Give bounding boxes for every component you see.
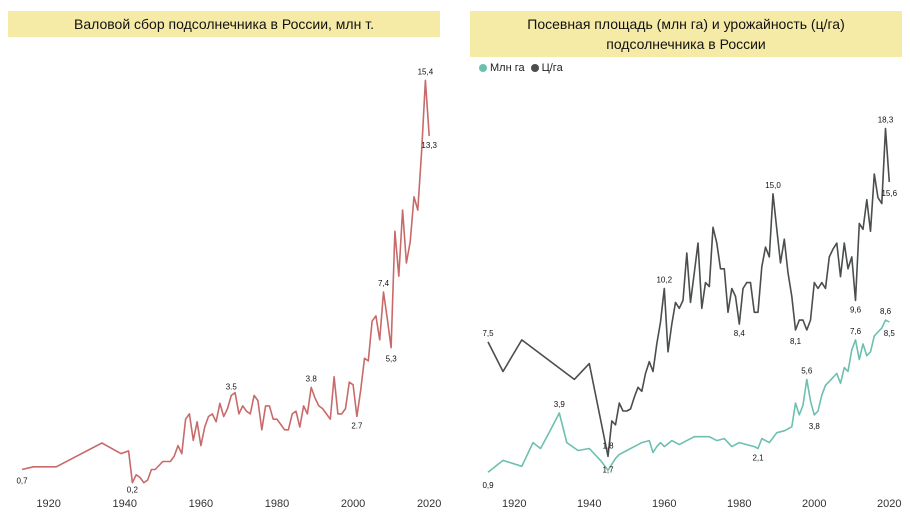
left-x-tick-1920: 1920	[36, 498, 60, 510]
right-series-line-1	[487, 127, 891, 458]
left-x-tick-1960: 1960	[189, 498, 213, 510]
left-x-tick-2020: 2020	[417, 498, 441, 510]
right-x-tick-1940: 1940	[577, 498, 601, 510]
left-chart-title-text: Валовой сбор подсолнечника в России, млн…	[74, 16, 374, 32]
right-data-label-11: 3,8	[809, 422, 821, 431]
left-data-label-2: 3.5	[226, 382, 238, 391]
right-series-line-0	[487, 319, 890, 473]
right-data-label-17: 8,5	[884, 329, 896, 338]
right-data-label-14: 18,3	[878, 116, 894, 125]
right-data-label-4: 0,9	[482, 481, 494, 490]
right-data-label-16: 8,6	[880, 307, 892, 316]
legend-label-yield: Ц/га	[541, 62, 563, 74]
left-series-line-0	[21, 79, 430, 484]
left-chart-title: Валовой сбор подсолнечника в России, млн…	[8, 11, 440, 37]
right-data-label-8: 8,1	[790, 337, 802, 346]
left-data-label-4: 2.7	[351, 422, 363, 431]
left-x-tick-2000: 2000	[341, 498, 365, 510]
right-x-tick-1960: 1960	[652, 498, 676, 510]
right-chart-legend: Млн га Ц/га	[479, 62, 563, 74]
right-data-label-1: 3,9	[554, 400, 566, 409]
right-chart-title-line-1: Посевная площадь (млн га) и урожайность …	[527, 16, 845, 32]
right-x-tick-2000: 2000	[802, 498, 826, 510]
left-data-label-6: 5,3	[386, 355, 398, 364]
right-data-label-13: 7,6	[850, 327, 862, 336]
right-x-tick-1920: 1920	[502, 498, 526, 510]
right-data-label-7: 15,0	[765, 181, 781, 190]
left-chart: 1920 1940 1960 1980 2000 2020 0,7 0,2 3.5 3.8 2.7 7…	[16, 67, 441, 510]
left-data-label-7: 15,4	[418, 67, 434, 76]
right-data-label-2: 1,8	[602, 441, 614, 450]
right-data-label-6: 8,4	[734, 329, 746, 338]
right-x-tick-2020: 2020	[877, 498, 901, 510]
right-data-label-12: 9,6	[850, 305, 862, 314]
right-data-label-9: 2,1	[752, 454, 764, 463]
right-chart-title: Посевная площадь (млн га) и урожайность …	[470, 11, 902, 57]
right-data-label-0: 7,5	[482, 329, 494, 338]
legend-dot-area	[479, 64, 487, 73]
left-x-tick-1940: 1940	[113, 498, 137, 510]
legend-item-yield: Ц/га	[530, 62, 563, 74]
right-data-label-15: 15,6	[881, 189, 897, 198]
left-data-label-3: 3.8	[306, 374, 318, 383]
legend-label-area: Млн га	[490, 62, 525, 74]
right-chart-title-line-2: подсолнечника в России	[606, 36, 766, 52]
legend-dot-yield	[530, 64, 539, 73]
legend-item-area: Млн га	[479, 62, 525, 74]
right-data-label-5: 10,2	[656, 276, 672, 285]
left-data-label-0: 0,7	[16, 476, 28, 485]
right-x-tick-1980: 1980	[727, 498, 751, 510]
right-data-label-10: 5,6	[801, 366, 813, 375]
left-data-label-1: 0,2	[127, 486, 139, 495]
left-data-label-5: 7,4	[378, 279, 390, 288]
right-data-label-3: 1,7	[602, 465, 614, 474]
left-x-tick-1980: 1980	[265, 498, 289, 510]
left-data-label-8: 13,3	[421, 141, 437, 150]
